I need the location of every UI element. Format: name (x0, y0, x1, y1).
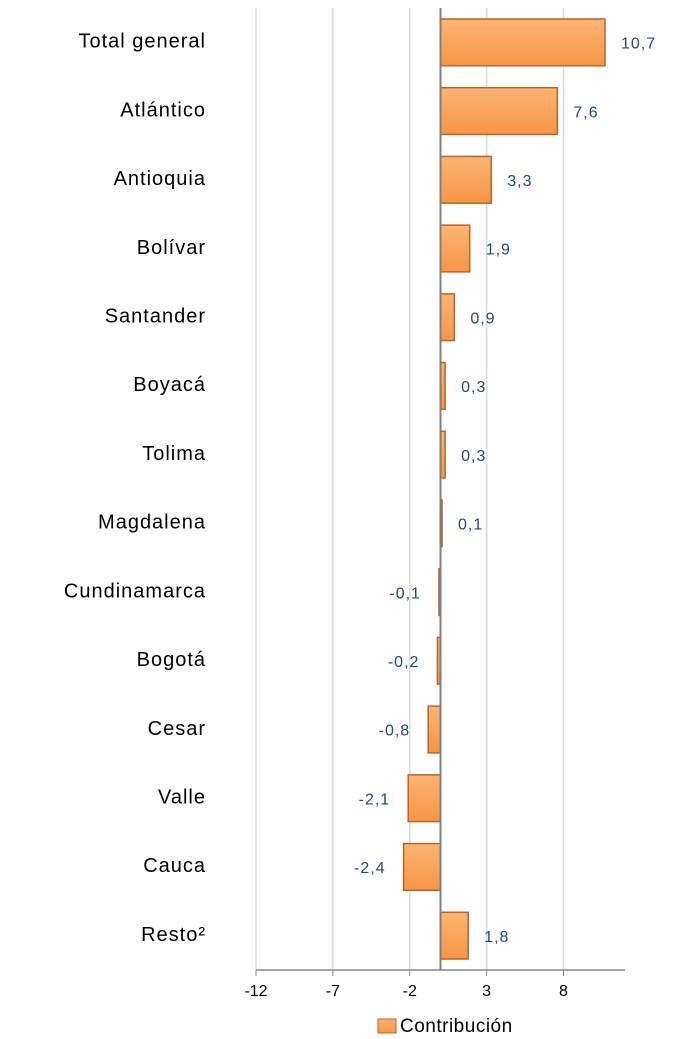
bar (439, 86, 559, 136)
value-label: 10,7 (621, 36, 656, 53)
category-label: Resto² (141, 924, 206, 946)
legend-label: Contribución (400, 1016, 513, 1037)
category-label: Magdalena (98, 512, 206, 534)
category-label: Cauca (143, 855, 206, 877)
value-label: -2,4 (354, 860, 386, 877)
value-label: 1,9 (486, 242, 511, 259)
bar (427, 705, 442, 754)
value-label: 0,9 (470, 310, 495, 327)
x-tick-label: -12 (244, 983, 267, 1000)
bar (402, 842, 442, 892)
bar (439, 155, 492, 204)
category-label: Bogotá (137, 649, 206, 671)
value-label: 3,3 (507, 173, 532, 190)
value-label: -0,1 (389, 585, 421, 602)
value-label: 7,6 (573, 104, 598, 121)
category-label: Cesar (148, 718, 206, 740)
x-tick-label: 3 (482, 983, 491, 1000)
value-label: 0,3 (461, 379, 486, 396)
bar (439, 293, 456, 342)
x-tick-label: -7 (326, 983, 340, 1000)
bar (439, 911, 469, 960)
value-label: 1,8 (484, 929, 509, 946)
category-label: Atlántico (120, 99, 206, 121)
value-label: -2,1 (359, 791, 391, 808)
value-label: -0,8 (379, 723, 411, 740)
value-label: 0,1 (458, 517, 483, 534)
bar (439, 224, 471, 273)
value-label: -0,2 (388, 654, 420, 671)
x-tick-label: 8 (559, 983, 568, 1000)
category-label: Cundinamarca (64, 580, 206, 602)
category-label: Total general (78, 31, 206, 53)
category-label: Tolima (142, 443, 206, 465)
category-label: Boyacá (133, 374, 206, 396)
category-label: Antioquia (114, 168, 206, 190)
bar (407, 774, 442, 823)
bar (439, 18, 606, 67)
x-tick-label: -2 (403, 983, 417, 1000)
legend-swatch (377, 1018, 397, 1034)
category-label: Santander (105, 305, 206, 327)
value-label: 0,3 (461, 448, 486, 465)
category-label: Bolívar (137, 237, 206, 259)
category-label: Valle (158, 786, 206, 808)
